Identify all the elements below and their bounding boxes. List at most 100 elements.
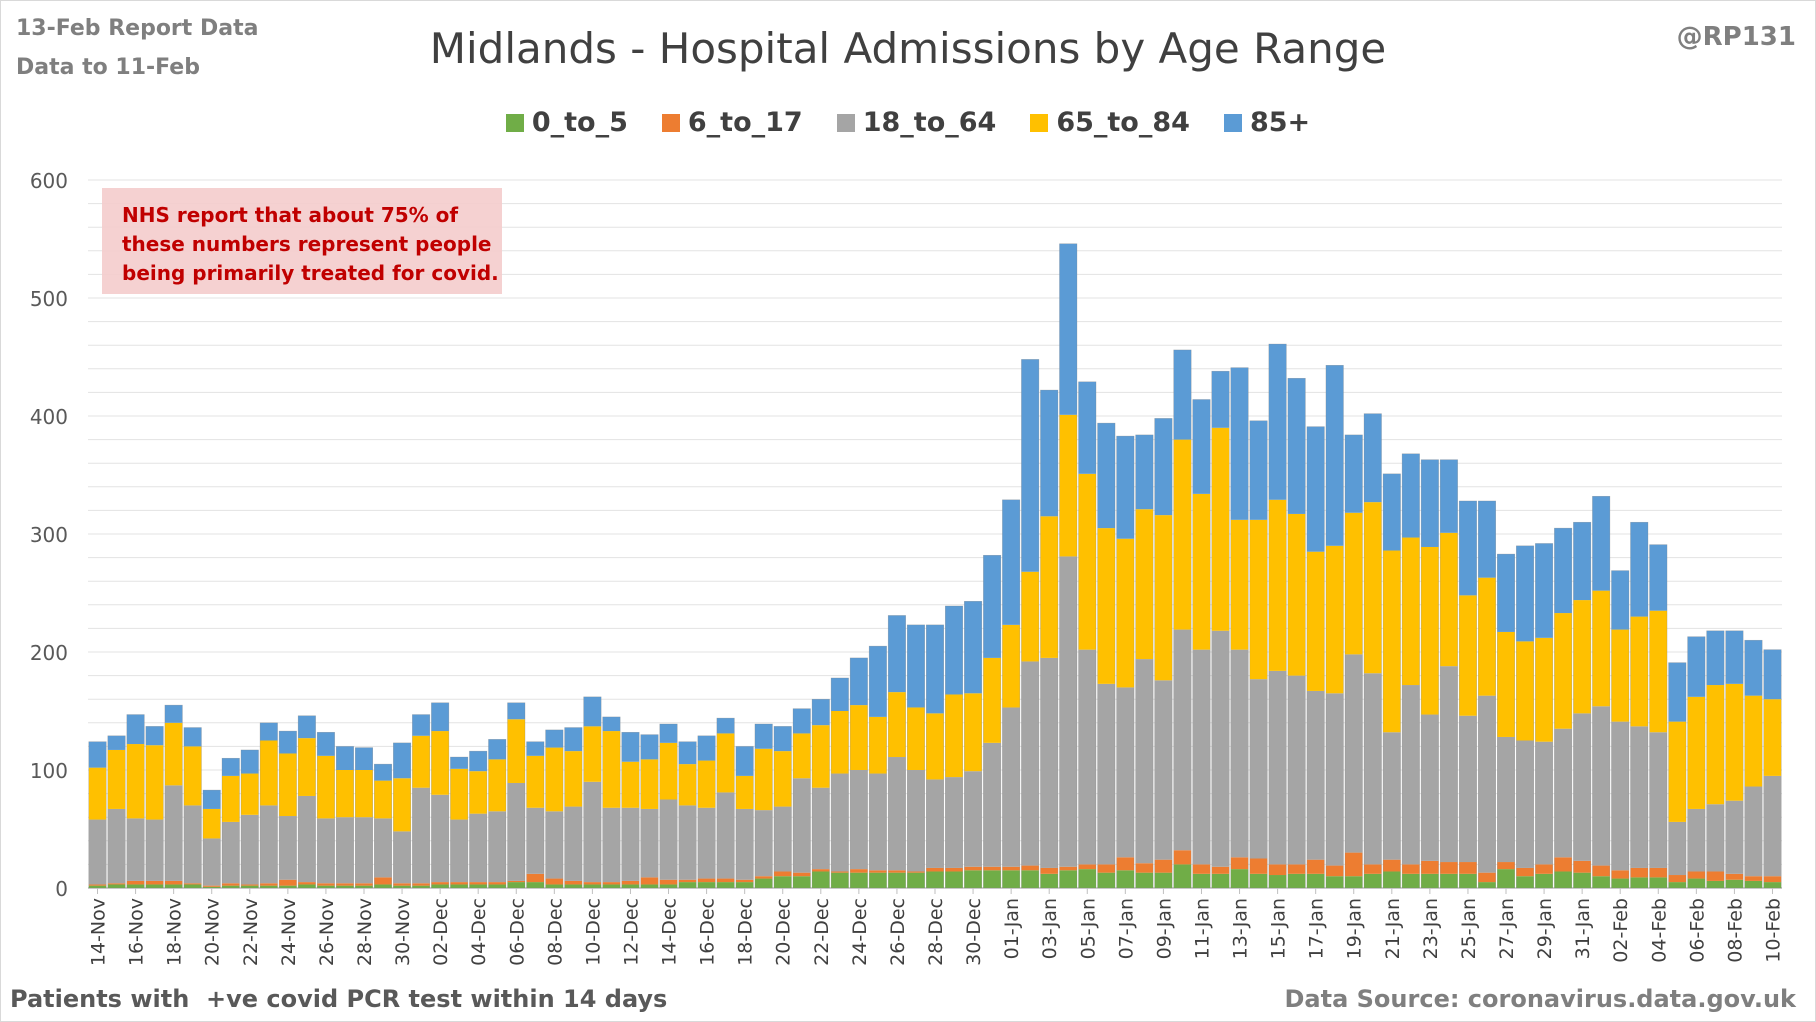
bar-segment-65_to_84 [907,707,925,770]
bar-segment-85+ [1383,473,1401,551]
bar-segment-65_to_84 [716,733,735,793]
bar-segment-0_to_5 [1268,875,1287,888]
bar-segment-85+ [1002,499,1020,625]
bar-segment-6_to_17 [869,870,887,873]
x-tick-label: 10-Dec [582,898,604,966]
bar-segment-85+ [1192,399,1211,494]
bar-segment-0_to_5 [526,882,545,888]
bar-segment-65_to_84 [450,768,468,820]
bar-segment-6_to_17 [754,876,773,879]
bar-segment-65_to_84 [564,751,583,807]
bar-outline [716,717,735,889]
bar-segment-6_to_17 [374,877,392,885]
bar-segment-85+ [773,726,792,752]
bar-segment-18_to_64 [926,779,944,868]
bar-segment-0_to_5 [469,884,487,888]
bar-segment-0_to_5 [735,882,754,888]
bar-segment-85+ [298,715,316,739]
x-tick-label: 26-Nov [316,898,338,966]
x-tick-label: 09-Jan [1153,898,1175,959]
bar-segment-85+ [107,735,126,750]
bar-segment-65_to_84 [1287,513,1306,676]
bar-segment-6_to_17 [602,882,621,885]
bar-segment-85+ [907,624,925,708]
bar-segment-6_to_17 [907,871,925,873]
bar-segment-6_to_17 [1249,858,1268,874]
bar-outline [1439,459,1458,889]
bar-segment-0_to_5 [279,885,297,888]
x-tick-label: 03-Jan [1039,898,1061,959]
bar-segment-65_to_84 [1478,577,1496,696]
bar-segment-6_to_17 [450,882,468,885]
bar-segment-85+ [1687,636,1706,697]
bar-segment-65_to_84 [735,775,754,809]
bar-segment-6_to_17 [1516,867,1534,877]
x-tick-label: 18-Dec [735,898,757,966]
bar-segment-85+ [1535,543,1553,638]
bar-segment-18_to_64 [1554,728,1572,858]
bar-segment-0_to_5 [773,876,792,888]
bar-segment-0_to_5 [850,872,868,888]
bar-segment-6_to_17 [1402,864,1420,874]
bar-segment-65_to_84 [1059,414,1077,557]
bar-segment-18_to_64 [183,805,202,884]
bar-outline [450,756,469,889]
legend-item-6_to_17: 6_to_17 [661,107,803,138]
bar-segment-6_to_17 [1173,850,1192,865]
bar-segment-0_to_5 [298,884,316,888]
bar-segment-85+ [793,708,811,734]
bar-segment-65_to_84 [298,738,316,796]
bar-segment-85+ [355,747,373,770]
bar-segment-6_to_17 [145,880,164,885]
bar-segment-0_to_5 [202,886,221,888]
bar-segment-18_to_64 [793,778,811,873]
bar-segment-85+ [1402,453,1420,538]
bar-segment-18_to_64 [1059,556,1077,867]
bar-segment-0_to_5 [926,871,944,888]
bar-segment-18_to_64 [1497,736,1515,863]
bar-segment-6_to_17 [1763,876,1782,883]
bar-outline [678,741,697,889]
author-handle: @RP131 [1676,22,1796,52]
bar-segment-0_to_5 [1154,872,1173,888]
bar-segment-18_to_64 [241,814,259,885]
bar-outline [1516,545,1535,889]
bar-outline [1097,422,1116,889]
bar-segment-0_to_5 [1668,882,1687,888]
bar-segment-6_to_17 [526,873,545,883]
x-tick-label: 21-Jan [1382,898,1404,959]
bar-segment-18_to_64 [126,818,145,881]
bar-segment-65_to_84 [1364,502,1382,674]
bar-segment-18_to_64 [1230,649,1249,858]
bar-segment-0_to_5 [1402,873,1420,888]
bar-segment-65_to_84 [659,742,678,800]
bar-segment-6_to_17 [355,883,373,886]
bar-segment-0_to_5 [1706,880,1725,888]
bar-segment-6_to_17 [1364,864,1382,874]
bar-outline [1287,377,1306,889]
bar-segment-18_to_64 [1573,713,1591,861]
bar-segment-6_to_17 [964,866,982,871]
bar-segment-0_to_5 [107,884,126,888]
x-tick-label: 22-Nov [240,898,262,966]
bar-segment-18_to_64 [1459,715,1477,863]
legend-swatch [1223,113,1242,132]
bar-segment-65_to_84 [1763,699,1782,776]
bar-segment-85+ [1440,459,1458,533]
bar-segment-0_to_5 [545,884,564,888]
bar-segment-85+ [1306,426,1325,552]
bar-segment-6_to_17 [583,882,602,885]
bar-segment-18_to_64 [526,807,545,874]
x-tick-label: 13-Jan [1230,898,1252,959]
bar-segment-85+ [374,764,392,781]
legend-label: 85+ [1249,107,1311,138]
bar-segment-65_to_84 [488,759,506,812]
bar-segment-6_to_17 [488,882,506,885]
bar-segment-85+ [260,722,278,741]
bar-segment-65_to_84 [1211,427,1230,631]
bar-segment-18_to_64 [678,805,697,880]
bar-segment-65_to_84 [1573,600,1591,714]
bar-segment-6_to_17 [183,883,202,885]
bar-segment-0_to_5 [1021,870,1039,888]
bar-segment-85+ [279,731,297,754]
